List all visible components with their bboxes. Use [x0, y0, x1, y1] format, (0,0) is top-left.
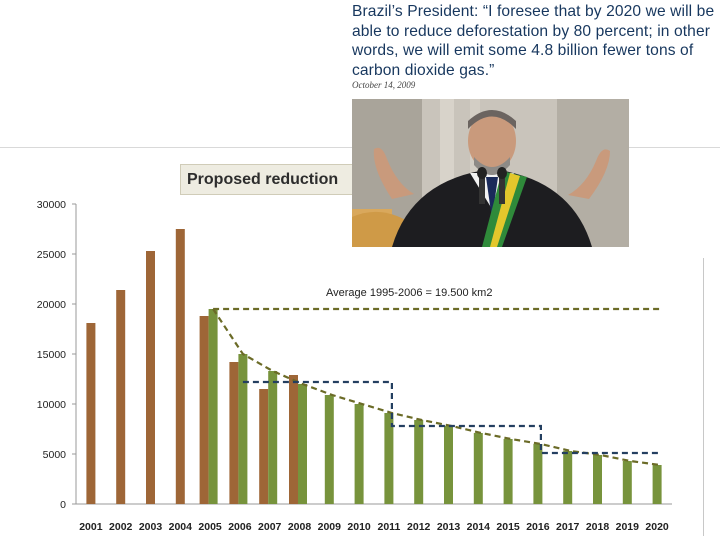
x-tick-label: 2013: [437, 521, 461, 533]
x-tick-label: 2007: [258, 521, 282, 533]
bar-brown-2005: [199, 316, 209, 504]
y-tick-label: 25000: [37, 249, 66, 261]
x-tick-label: 2004: [169, 521, 193, 533]
x-tick-label: 2017: [556, 521, 580, 533]
dashed-line-2: [212, 308, 661, 467]
x-tick-label: 2014: [467, 521, 491, 533]
bar-green-2010: [354, 404, 364, 504]
bar-brown-2008: [289, 375, 298, 504]
chart-title: Proposed reduction: [180, 164, 380, 195]
bar-green-2014: [473, 433, 483, 504]
bar-green-2019: [622, 461, 632, 504]
x-tick-label: 2001: [79, 521, 103, 533]
y-tick-label: 5000: [43, 449, 67, 461]
bar-green-2011: [384, 413, 394, 504]
bar-green-2017: [563, 451, 573, 504]
president-quote: Brazil’s President: “I foresee that by 2…: [352, 3, 715, 79]
x-tick-label: 2002: [109, 521, 133, 533]
x-tick-label: 2020: [645, 521, 669, 533]
y-tick-label: 15000: [37, 349, 66, 361]
x-tick-label: 2008: [288, 521, 312, 533]
right-rule: [703, 258, 704, 536]
bar-brown-2007: [259, 389, 269, 504]
x-tick-label: 2019: [616, 521, 640, 533]
dashed-line-3: [242, 380, 661, 455]
bar-green-2018: [593, 455, 602, 504]
x-tick-label: 2010: [347, 521, 371, 533]
bar-green-2007: [268, 371, 278, 504]
bar-green-2016: [533, 444, 543, 504]
bar-green-2015: [503, 439, 513, 504]
bar-green-2005: [208, 309, 218, 504]
bar-green-2008: [298, 384, 307, 504]
x-tick-label: 2009: [318, 521, 342, 533]
bar-brown-2006: [229, 362, 239, 504]
y-tick-label: 20000: [37, 299, 66, 311]
bar-brown-2001: [86, 323, 96, 504]
x-tick-label: 2016: [526, 521, 550, 533]
bar-brown-2003: [146, 251, 155, 504]
bar-green-2009: [324, 395, 334, 504]
president-photo: [352, 99, 629, 247]
bar-brown-2004: [175, 229, 185, 504]
bar-green-2013: [444, 426, 453, 504]
y-tick-label: 30000: [37, 199, 66, 211]
bar-green-2012: [414, 420, 424, 504]
y-tick-label: 0: [60, 499, 66, 511]
x-tick-label: 2012: [407, 521, 431, 533]
x-tick-label: 2003: [139, 521, 163, 533]
x-tick-label: 2006: [228, 521, 252, 533]
average-annotation: Average 1995-2006 = 19.500 km2: [326, 287, 492, 299]
y-tick-label: 10000: [37, 399, 66, 411]
bar-green-2020: [652, 465, 662, 504]
bar-brown-2002: [116, 290, 126, 504]
x-tick-label: 2011: [378, 521, 401, 533]
bar-green-2006: [238, 354, 248, 504]
x-tick-label: 2015: [496, 521, 520, 533]
x-tick-label: 2005: [198, 521, 222, 533]
x-tick-label: 2018: [586, 521, 610, 533]
quote-date: October 14, 2009: [352, 80, 416, 90]
